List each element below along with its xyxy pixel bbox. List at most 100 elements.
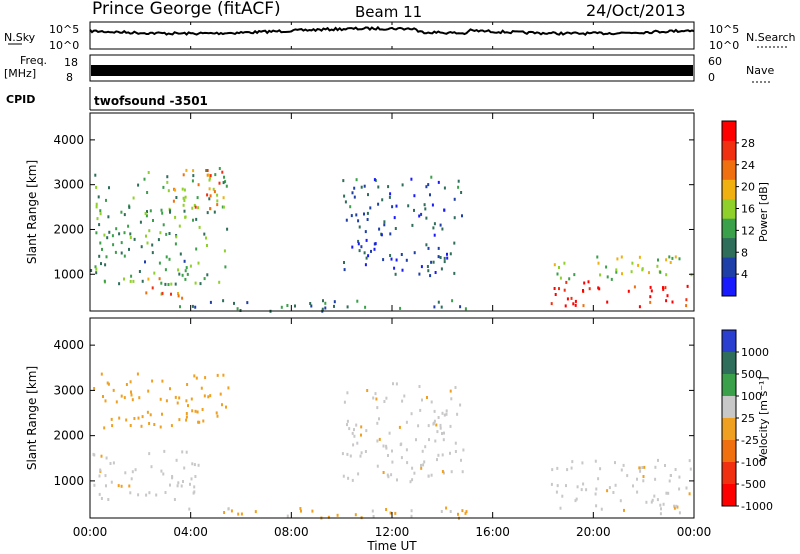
data-cell	[553, 263, 556, 267]
colorbar-segment	[722, 198, 736, 219]
data-cell	[394, 227, 397, 230]
data-cell	[638, 305, 641, 309]
x-axis: 00:00 04:00 08:00 12:00 16:00 20:00 00:00	[73, 46, 711, 539]
data-cell	[100, 497, 103, 500]
data-cell	[208, 187, 211, 191]
data-cell	[353, 186, 356, 190]
noise-tick-top: 10^5	[49, 23, 79, 36]
data-cell	[668, 255, 671, 259]
data-cell	[342, 179, 345, 183]
data-cell	[110, 417, 113, 421]
data-cell	[427, 424, 430, 428]
data-cell	[148, 229, 151, 233]
data-cell	[342, 474, 345, 478]
data-cell	[395, 258, 398, 262]
y-tick-label: 2000	[53, 222, 84, 236]
data-cell	[418, 385, 421, 388]
data-cell	[104, 263, 107, 267]
data-cell	[383, 400, 386, 403]
data-cell	[182, 203, 185, 207]
data-cell	[582, 304, 585, 308]
data-cell	[219, 392, 222, 396]
data-cell	[162, 223, 165, 227]
date-title: 24/Oct/2013	[586, 1, 686, 20]
data-cell	[366, 211, 369, 215]
data-cell	[376, 439, 379, 443]
data-cell	[196, 196, 199, 200]
data-cell	[406, 461, 409, 465]
data-cell	[433, 419, 436, 423]
data-cell	[443, 208, 446, 212]
data-cell	[654, 477, 657, 481]
data-cell	[118, 232, 121, 236]
data-cell	[665, 491, 668, 495]
data-cell	[685, 298, 688, 302]
data-cell	[664, 464, 666, 467]
data-cell	[198, 420, 201, 424]
data-cell	[178, 418, 181, 422]
data-cell	[576, 485, 579, 489]
data-cell	[197, 261, 200, 265]
data-cell	[673, 504, 676, 508]
colorbar-tick-label: -25	[741, 434, 759, 447]
data-cell	[388, 195, 391, 199]
data-cell	[623, 508, 625, 512]
data-cell	[659, 512, 662, 516]
data-cell	[130, 390, 132, 394]
data-cell	[173, 498, 176, 501]
data-cell	[597, 261, 600, 265]
data-cell	[657, 258, 659, 262]
data-cell	[665, 273, 668, 277]
data-cell	[369, 206, 372, 210]
data-cell	[105, 484, 107, 488]
noise-panel-frame	[89, 21, 695, 50]
data-cell	[387, 185, 390, 189]
data-cell	[209, 174, 212, 178]
data-cell	[149, 209, 152, 213]
data-cell	[383, 220, 386, 224]
data-cell	[100, 454, 103, 458]
cpid-label: CPID	[6, 93, 35, 106]
data-cell	[327, 515, 330, 519]
data-cell	[425, 185, 428, 189]
data-cell	[385, 446, 388, 450]
data-cell	[350, 214, 353, 218]
data-cell	[358, 225, 361, 229]
data-cell	[371, 509, 374, 513]
data-cell	[551, 468, 554, 472]
data-cell	[665, 258, 668, 262]
data-cell	[146, 210, 148, 214]
data-cell	[160, 208, 163, 212]
data-cell	[160, 281, 163, 285]
data-cell	[194, 475, 197, 478]
data-cell	[454, 450, 457, 453]
y-tick-label: 4000	[53, 338, 84, 352]
data-cell	[159, 231, 162, 235]
colorbar-segment	[722, 237, 736, 258]
data-cell	[669, 261, 672, 264]
data-cell	[465, 510, 468, 514]
data-cell	[205, 169, 208, 172]
data-cell	[208, 178, 211, 182]
velocity-colorbar-label: Velocity [m s⁻¹]	[757, 376, 770, 461]
colorbar-tick-label: 8	[741, 246, 748, 259]
data-cell	[561, 494, 564, 498]
data-cell	[636, 490, 639, 494]
data-cell	[649, 285, 652, 289]
data-cell	[429, 274, 432, 278]
data-cell	[365, 429, 368, 433]
data-cell	[428, 438, 430, 442]
data-cell	[107, 382, 110, 386]
colorbar-tick-label: 12	[741, 224, 755, 237]
data-cell	[460, 458, 462, 462]
x-tick-label: 00:00	[73, 525, 108, 539]
data-cell	[104, 474, 107, 478]
data-cell	[224, 180, 227, 184]
data-cell	[170, 282, 173, 286]
data-cell	[671, 256, 674, 260]
noise-rtick-bottom: 10^0	[709, 39, 739, 52]
data-cell	[365, 238, 368, 242]
freq-band	[91, 65, 693, 76]
data-cell	[136, 372, 139, 376]
data-cell	[653, 494, 656, 498]
